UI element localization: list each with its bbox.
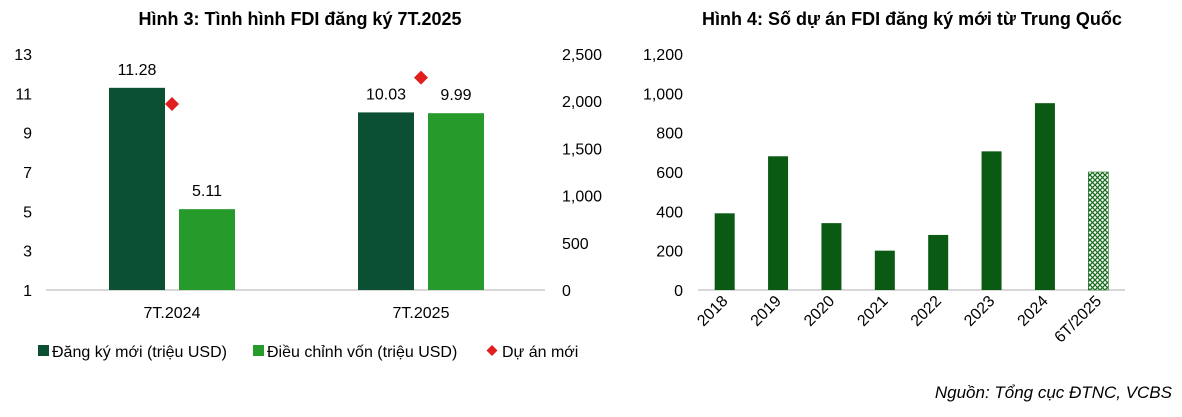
chart1-legend: Đăng ký mới (triệu USD) Điều chỉnh vốn (… xyxy=(38,344,578,361)
chart1-right-tick-label: 1,500 xyxy=(562,141,602,158)
chart1-right-tick-label: 2,000 xyxy=(562,94,602,111)
legend-label-capital-adjustment: Điều chỉnh vốn (triệu USD) xyxy=(267,344,457,361)
chart1-left-tick-label: 3 xyxy=(23,244,32,261)
chart1-data-label: 10.03 xyxy=(366,86,406,103)
chart1-category-label: 7T.2024 xyxy=(144,305,201,322)
chart2-bar xyxy=(1034,103,1055,291)
legend-swatch-capital-adjustment xyxy=(253,345,264,356)
chart1-bar xyxy=(109,87,165,291)
chart1-project-marker xyxy=(414,70,428,85)
chart1-bar xyxy=(179,209,235,290)
chart1-project-marker xyxy=(165,97,179,112)
chart1-right-tick-label: 1,000 xyxy=(562,189,602,206)
chart2-category-label: 2021 xyxy=(854,293,891,330)
chart2-bar xyxy=(714,213,735,290)
chart1-left-tick-label: 11 xyxy=(15,86,32,103)
chart-china-fdi-projects: Hình 4: Số dự án FDI đăng ký mới từ Trun… xyxy=(643,9,1125,346)
chart1-right-axis: 0 500 1,000 1,500 2,000 2,500 xyxy=(562,47,602,300)
legend-diamond-icon xyxy=(486,345,498,356)
legend-swatch-new-registration xyxy=(38,345,49,356)
chart2-category-label: 2024 xyxy=(1015,293,1052,330)
chart1-left-tick-label: 9 xyxy=(23,126,32,143)
chart2-y-tick-label: 1,200 xyxy=(643,47,683,64)
chart2-y-axis: 0 200 400 600 800 1,000 1,200 xyxy=(643,47,683,300)
chart1-data-label: 9.99 xyxy=(440,87,471,104)
chart2-bars xyxy=(714,103,1109,291)
chart2-y-tick-label: 200 xyxy=(656,244,683,261)
chart1-right-tick-label: 2,500 xyxy=(562,47,602,64)
chart2-bar xyxy=(821,223,842,290)
chart2-category-label: 2019 xyxy=(748,293,785,330)
chart2-y-tick-label: 1,000 xyxy=(643,86,683,103)
source-note: Nguồn: Tổng cục ĐTNC, VCBS xyxy=(935,383,1173,402)
chart2-y-tick-label: 600 xyxy=(656,165,683,182)
chart1-right-tick-label: 0 xyxy=(562,283,571,300)
chart1-left-tick-label: 13 xyxy=(14,47,32,64)
chart-fdi-registration: Hình 3: Tình hình FDI đăng ký 7T.2025 13… xyxy=(14,9,602,361)
chart1-data-label: 11.28 xyxy=(118,62,157,79)
chart2-y-tick-label: 400 xyxy=(656,204,683,221)
chart1-title: Hình 3: Tình hình FDI đăng ký 7T.2025 xyxy=(138,9,461,29)
chart2-bar xyxy=(981,151,1002,290)
chart2-category-label: 2018 xyxy=(694,293,731,330)
chart2-category-label: 2022 xyxy=(908,293,945,330)
chart1-left-tick-label: 5 xyxy=(23,204,32,221)
chart2-title: Hình 4: Số dự án FDI đăng ký mới từ Trun… xyxy=(702,9,1122,29)
chart1-markers xyxy=(165,70,428,112)
chart2-bar-estimate xyxy=(1088,171,1109,291)
chart2-category-label: 6T/2025 xyxy=(1052,293,1106,347)
chart1-bar xyxy=(358,112,414,290)
chart1-bars: 11.28 5.11 10.03 9.99 xyxy=(109,62,484,291)
chart2-category-label: 2020 xyxy=(801,293,838,330)
chart2-bar xyxy=(768,156,789,290)
legend-label-new-projects: Dự án mới xyxy=(502,344,578,361)
chart2-bar xyxy=(928,234,949,290)
chart2-category-label: 2023 xyxy=(961,293,998,330)
chart2-categories: 2018 2019 2020 2021 2022 2023 2024 6T/2025 xyxy=(694,293,1105,347)
chart1-right-tick-label: 500 xyxy=(562,236,589,253)
chart1-left-tick-label: 1 xyxy=(23,283,32,300)
chart2-bar xyxy=(874,250,895,290)
chart2-y-tick-label: 0 xyxy=(674,283,683,300)
chart1-bar xyxy=(428,113,484,291)
chart1-data-label: 5.11 xyxy=(192,183,222,200)
legend-label-new-registration: Đăng ký mới (triệu USD) xyxy=(52,344,227,361)
chart1-category-label: 7T.2025 xyxy=(393,305,450,322)
chart1-left-tick-label: 7 xyxy=(23,165,32,182)
chart2-y-tick-label: 800 xyxy=(656,126,683,143)
chart1-categories: 7T.2024 7T.2025 xyxy=(144,305,450,322)
